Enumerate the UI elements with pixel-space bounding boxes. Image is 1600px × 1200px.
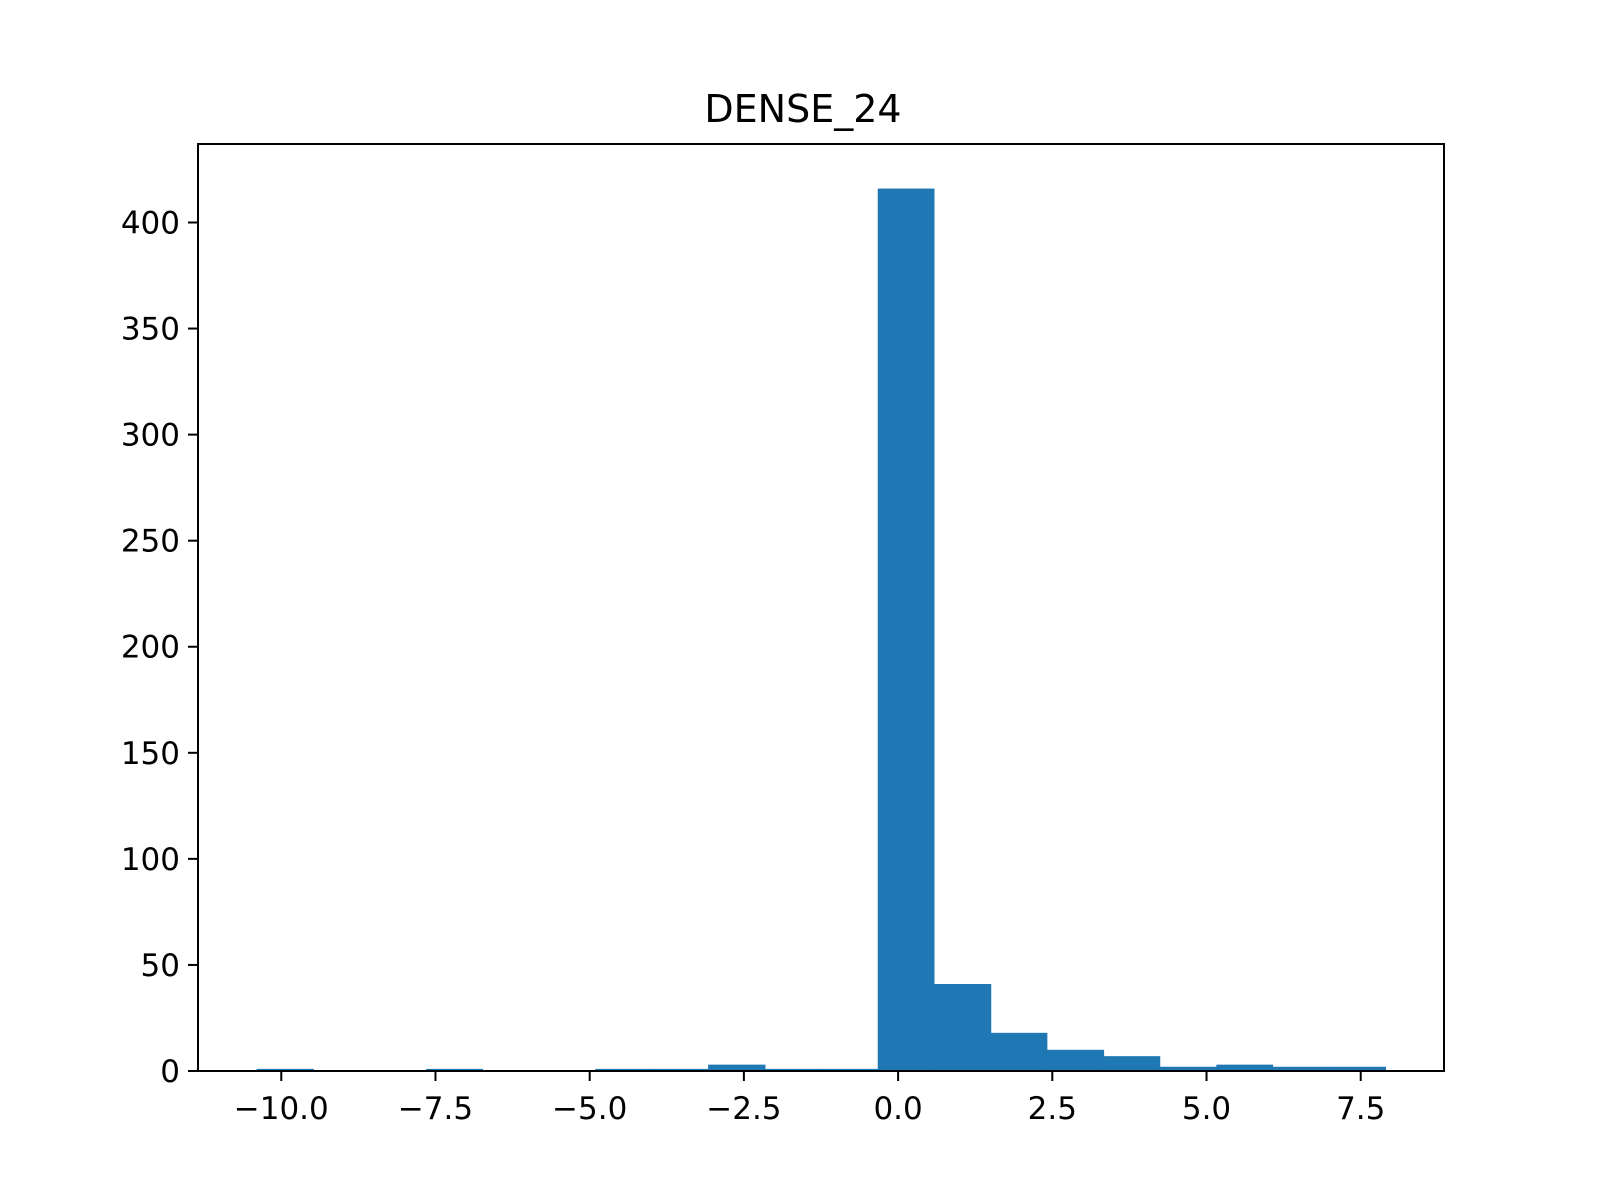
histogram-bar (1046, 1049, 1105, 1071)
y-tick-label: 300 (121, 418, 180, 454)
y-tick-label: 200 (121, 630, 180, 666)
x-tick-label: 2.5 (1028, 1091, 1077, 1127)
histogram-bar (256, 1068, 314, 1071)
x-tick-label: 5.0 (1182, 1091, 1231, 1127)
histogram-bar (1159, 1066, 1217, 1071)
histogram-bar (651, 1068, 709, 1071)
x-tick-label: −2.5 (706, 1091, 781, 1127)
histogram-bar (990, 1032, 1048, 1071)
histogram-bar (1272, 1066, 1330, 1071)
y-tick-label: 400 (121, 205, 180, 241)
x-tick-label: −7.5 (398, 1091, 473, 1127)
x-axis: −10.0 −7.5 −5.0 −2.5 0.0 2.5 5.0 7.5 (234, 1071, 1385, 1127)
histogram-bar (708, 1064, 766, 1071)
histogram-bar (595, 1068, 653, 1071)
histogram-bar (877, 188, 935, 1072)
histogram-bar (764, 1068, 822, 1071)
histogram-bar (426, 1068, 483, 1071)
y-tick-label: 250 (121, 524, 180, 560)
y-tick-label: 50 (141, 948, 180, 984)
y-tick-label: 150 (121, 736, 180, 772)
y-axis: 0 50 100 150 200 250 300 350 400 (121, 205, 198, 1090)
x-tick-label: −10.0 (234, 1091, 329, 1127)
y-tick-label: 100 (121, 842, 180, 878)
x-tick-label: 7.5 (1336, 1091, 1385, 1127)
x-tick-label: 0.0 (873, 1091, 922, 1127)
y-tick-label: 0 (160, 1054, 180, 1090)
y-tick-label: 350 (121, 312, 180, 348)
histogram-bar (1216, 1064, 1274, 1071)
chart-title: DENSE_24 (704, 87, 901, 131)
x-tick-label: −5.0 (552, 1091, 627, 1127)
histogram-bar (1103, 1056, 1161, 1071)
histogram-bar (933, 984, 992, 1071)
plot-frame (197, 143, 1445, 1072)
histogram-bar (1329, 1066, 1386, 1071)
histogram-bars (256, 188, 1386, 1072)
histogram-bar (821, 1068, 879, 1071)
